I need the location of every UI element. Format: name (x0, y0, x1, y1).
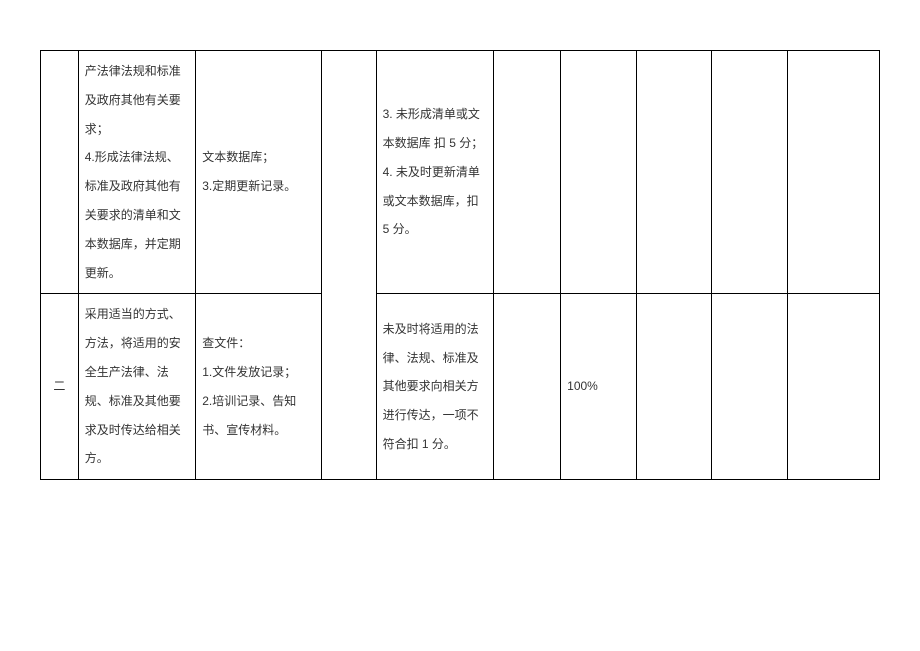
table-cell (41, 51, 79, 294)
table-cell: 二 (41, 294, 79, 480)
table-body: 产法律法规和标准及政府其他有关要求；4.形成法律法规、标准及政府其他有关要求的清… (41, 51, 880, 480)
table-cell (561, 51, 637, 294)
table-cell: 100% (561, 294, 637, 480)
table-cell (787, 51, 879, 294)
table-row: 二采用适当的方式、方法，将适用的安全生产法律、法规、标准及其他要求及时传达给相关… (41, 294, 880, 480)
table-cell (787, 294, 879, 480)
table-cell: 查文件：1.文件发放记录；2.培训记录、告知书、宣传材料。 (196, 294, 322, 480)
table-cell (494, 294, 561, 480)
page-container: 产法律法规和标准及政府其他有关要求；4.形成法律法规、标准及政府其他有关要求的清… (0, 0, 920, 651)
assessment-table: 产法律法规和标准及政府其他有关要求；4.形成法律法规、标准及政府其他有关要求的清… (40, 50, 880, 480)
table-cell: 文本数据库；3.定期更新记录。 (196, 51, 322, 294)
table-cell: 采用适当的方式、方法，将适用的安全生产法律、法规、标准及其他要求及时传达给相关方… (78, 294, 195, 480)
table-cell (322, 51, 377, 480)
table-cell: 产法律法规和标准及政府其他有关要求；4.形成法律法规、标准及政府其他有关要求的清… (78, 51, 195, 294)
table-cell (636, 294, 712, 480)
table-cell (494, 51, 561, 294)
table-cell (712, 51, 788, 294)
table-cell (712, 294, 788, 480)
table-cell: 未及时将适用的法律、法规、标准及其他要求向相关方进行传达，一项不符合扣 1 分。 (376, 294, 493, 480)
table-cell (636, 51, 712, 294)
table-cell: 3. 未形成清单或文本数据库 扣 5 分；4. 未及时更新清单或文本数据库，扣 … (376, 51, 493, 294)
table-row: 产法律法规和标准及政府其他有关要求；4.形成法律法规、标准及政府其他有关要求的清… (41, 51, 880, 294)
